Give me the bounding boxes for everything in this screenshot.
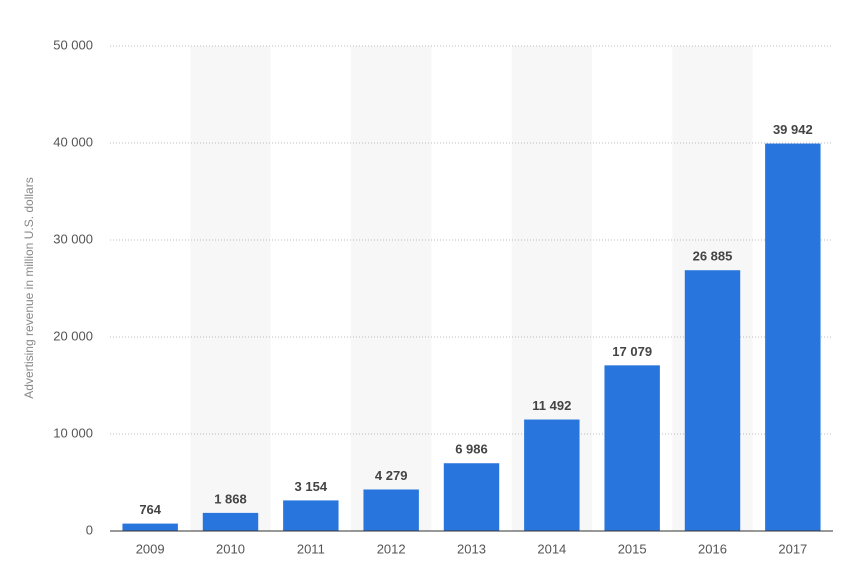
data-label: 4 279 bbox=[375, 468, 408, 483]
band-shade bbox=[351, 46, 432, 531]
x-tick-label: 2013 bbox=[457, 541, 486, 556]
x-tick-label: 2017 bbox=[778, 541, 807, 556]
band-shade bbox=[190, 46, 271, 531]
y-tick-label: 50 000 bbox=[53, 37, 93, 52]
y-tick-label: 0 bbox=[86, 522, 93, 537]
data-label: 1 868 bbox=[214, 491, 247, 506]
y-tick-label: 40 000 bbox=[53, 134, 93, 149]
bar bbox=[684, 270, 741, 531]
bar bbox=[604, 365, 660, 531]
bar bbox=[765, 143, 821, 531]
x-tick-label: 2014 bbox=[537, 541, 566, 556]
data-label: 764 bbox=[139, 502, 161, 517]
data-label: 3 154 bbox=[295, 479, 328, 494]
data-label: 6 986 bbox=[455, 442, 488, 457]
bar bbox=[443, 463, 500, 531]
data-label: 17 079 bbox=[612, 344, 652, 359]
data-label: 26 885 bbox=[693, 249, 733, 264]
y-tick-label: 20 000 bbox=[53, 328, 93, 343]
data-label: 39 942 bbox=[773, 122, 813, 137]
x-tick-label: 2011 bbox=[297, 541, 325, 556]
x-tick-label: 2015 bbox=[618, 541, 647, 556]
x-tick-label: 2009 bbox=[136, 541, 165, 556]
bar bbox=[524, 419, 580, 531]
bar bbox=[122, 523, 178, 531]
x-tick-label: 2016 bbox=[698, 541, 727, 556]
y-tick-label: 10 000 bbox=[53, 425, 93, 440]
bar bbox=[363, 489, 419, 531]
bar bbox=[283, 500, 339, 531]
y-axis-label: Advertising revenue in million U.S. doll… bbox=[22, 177, 36, 398]
bar bbox=[202, 512, 259, 531]
x-tick-label: 2012 bbox=[377, 541, 406, 556]
x-tick-label: 2010 bbox=[216, 541, 245, 556]
y-tick-label: 30 000 bbox=[53, 231, 93, 246]
data-label: 11 492 bbox=[532, 398, 571, 413]
